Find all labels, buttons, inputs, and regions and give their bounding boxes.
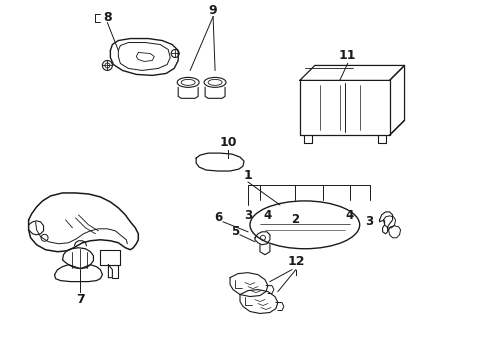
Text: 4: 4 bbox=[345, 210, 354, 222]
Text: 1: 1 bbox=[244, 168, 252, 181]
Text: 8: 8 bbox=[103, 11, 112, 24]
Text: 2: 2 bbox=[291, 213, 299, 226]
Text: 3: 3 bbox=[366, 215, 374, 228]
Text: 11: 11 bbox=[339, 49, 356, 62]
Text: 10: 10 bbox=[220, 136, 237, 149]
Text: 12: 12 bbox=[287, 255, 305, 268]
Text: 3: 3 bbox=[244, 210, 252, 222]
Text: 5: 5 bbox=[231, 225, 239, 238]
Text: 9: 9 bbox=[209, 4, 218, 17]
Text: 7: 7 bbox=[76, 293, 85, 306]
Text: 4: 4 bbox=[264, 210, 272, 222]
Text: 6: 6 bbox=[214, 211, 222, 224]
